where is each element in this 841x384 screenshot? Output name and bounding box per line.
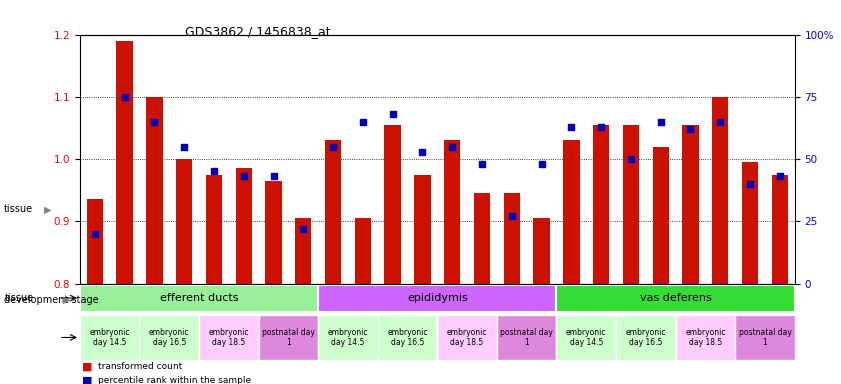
Bar [325, 141, 341, 283]
Text: tissue: tissue [4, 293, 34, 303]
Text: embryonic
day 14.5: embryonic day 14.5 [566, 328, 606, 347]
Point [177, 144, 191, 150]
Bar [497, 315, 557, 360]
Point [713, 119, 727, 125]
Bar [235, 168, 252, 283]
Text: embryonic
day 16.5: embryonic day 16.5 [626, 328, 666, 347]
Point [88, 231, 102, 237]
Bar [742, 162, 759, 283]
Point [207, 169, 220, 175]
Bar [415, 175, 431, 283]
Point [386, 111, 399, 117]
Bar [622, 125, 639, 283]
Text: tissue: tissue [4, 204, 34, 214]
Text: ■: ■ [82, 375, 93, 384]
Bar [593, 125, 610, 283]
Bar [557, 285, 795, 313]
Bar [557, 315, 616, 360]
Bar [265, 181, 282, 283]
Bar [318, 315, 378, 360]
Bar [735, 315, 795, 360]
Bar [116, 41, 133, 283]
Point [564, 124, 578, 130]
Text: embryonic
day 18.5: embryonic day 18.5 [209, 328, 249, 347]
Bar [712, 97, 728, 283]
Point [356, 119, 369, 125]
Bar [355, 218, 371, 283]
Point [624, 156, 637, 162]
Text: GDS3862 / 1456838_at: GDS3862 / 1456838_at [185, 25, 331, 38]
Text: vas deferens: vas deferens [640, 293, 711, 303]
Text: percentile rank within the sample: percentile rank within the sample [98, 376, 251, 384]
Text: postnatal day
1: postnatal day 1 [738, 328, 791, 347]
Bar [140, 315, 199, 360]
Bar [176, 159, 193, 283]
Bar [653, 147, 669, 283]
Text: embryonic
day 14.5: embryonic day 14.5 [89, 328, 130, 347]
Point [743, 181, 757, 187]
Point [237, 174, 251, 180]
Text: postnatal day
1: postnatal day 1 [500, 328, 553, 347]
Bar [87, 200, 103, 283]
Text: ■: ■ [82, 362, 93, 372]
Text: ▶: ▶ [63, 295, 71, 305]
Text: epididymis: epididymis [407, 293, 468, 303]
Bar [199, 315, 259, 360]
Bar [616, 315, 675, 360]
Bar [772, 175, 788, 283]
Bar [318, 285, 557, 313]
Text: development stage: development stage [4, 295, 99, 305]
Bar [682, 125, 699, 283]
Bar [378, 315, 437, 360]
Bar [146, 97, 162, 283]
Text: ▶: ▶ [44, 204, 51, 214]
Point [415, 149, 429, 155]
Point [446, 144, 459, 150]
Point [267, 174, 280, 180]
Bar [533, 218, 550, 283]
Bar [295, 218, 311, 283]
Point [505, 213, 519, 219]
Text: embryonic
day 14.5: embryonic day 14.5 [328, 328, 368, 347]
Point [773, 174, 786, 180]
Text: transformed count: transformed count [98, 362, 182, 371]
Bar [563, 141, 579, 283]
Bar [473, 193, 490, 283]
Bar [259, 315, 318, 360]
Bar [80, 315, 140, 360]
Bar [80, 285, 318, 313]
Text: embryonic
day 16.5: embryonic day 16.5 [388, 328, 428, 347]
Point [148, 119, 161, 125]
Bar [384, 125, 401, 283]
Point [475, 161, 489, 167]
Text: efferent ducts: efferent ducts [160, 293, 238, 303]
Bar [437, 315, 497, 360]
Bar [675, 315, 735, 360]
Point [595, 124, 608, 130]
Bar [206, 175, 222, 283]
Point [654, 119, 668, 125]
Point [684, 126, 697, 132]
Bar [444, 141, 460, 283]
Text: embryonic
day 18.5: embryonic day 18.5 [447, 328, 487, 347]
Point [297, 226, 310, 232]
Bar [504, 193, 520, 283]
Point [535, 161, 548, 167]
Text: embryonic
day 18.5: embryonic day 18.5 [685, 328, 726, 347]
Point [118, 94, 131, 100]
Text: embryonic
day 16.5: embryonic day 16.5 [149, 328, 189, 347]
Text: postnatal day
1: postnatal day 1 [262, 328, 315, 347]
Point [326, 144, 340, 150]
